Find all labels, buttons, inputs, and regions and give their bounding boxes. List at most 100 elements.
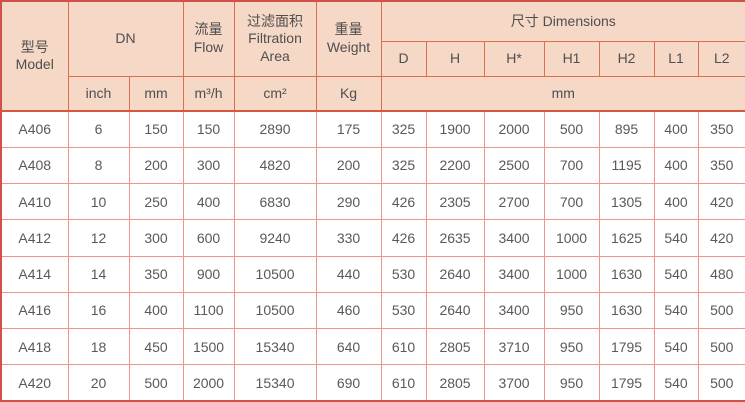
- value-cell: 1625: [598, 219, 655, 257]
- unit-filtration: cm²: [233, 75, 317, 112]
- value-cell: 600: [182, 219, 235, 257]
- header-dim-hstar: H*: [483, 40, 545, 77]
- value-cell: 500: [543, 110, 600, 148]
- value-cell: 1900: [425, 110, 485, 148]
- value-cell: 1500: [182, 327, 235, 366]
- table-row: A412 12 300 600 9240 330 426 2635 3400 1…: [0, 219, 745, 257]
- value-cell: 500: [697, 327, 745, 366]
- value-cell: 700: [543, 146, 600, 185]
- value-cell: 6: [67, 110, 130, 148]
- value-cell: 175: [315, 110, 382, 148]
- value-cell: 2700: [483, 182, 545, 221]
- value-cell: 10: [67, 182, 130, 221]
- value-cell: 200: [315, 146, 382, 185]
- value-cell: 2640: [425, 291, 485, 330]
- value-cell: 350: [697, 146, 745, 185]
- model-cell: A406: [0, 110, 69, 148]
- model-cell: A410: [0, 182, 69, 221]
- value-cell: 2200: [425, 146, 485, 185]
- value-cell: 2000: [483, 110, 545, 148]
- header-weight-en: Weight: [326, 38, 371, 55]
- value-cell: 150: [182, 110, 235, 148]
- value-cell: 540: [653, 255, 699, 293]
- header-dim-l2: L2: [697, 40, 745, 77]
- header-dimensions: 尺寸 Dimensions: [380, 0, 745, 42]
- value-cell: 450: [128, 327, 184, 366]
- value-cell: 16: [67, 291, 130, 330]
- value-cell: 950: [543, 327, 600, 366]
- header-flow: 流量 Flow: [182, 0, 235, 77]
- value-cell: 440: [315, 255, 382, 293]
- header-dim-h: H: [425, 40, 485, 77]
- value-cell: 10500: [233, 255, 317, 293]
- value-cell: 1305: [598, 182, 655, 221]
- value-cell: 400: [653, 182, 699, 221]
- header-dn: DN: [67, 0, 184, 77]
- value-cell: 480: [697, 255, 745, 293]
- header-filtration-en2: Area: [260, 47, 290, 64]
- value-cell: 3400: [483, 255, 545, 293]
- value-cell: 15340: [233, 327, 317, 366]
- header-flow-en: Flow: [193, 38, 224, 55]
- value-cell: 2805: [425, 327, 485, 366]
- value-cell: 15340: [233, 364, 317, 402]
- value-cell: 150: [128, 110, 184, 148]
- value-cell: 900: [182, 255, 235, 293]
- value-cell: 460: [315, 291, 382, 330]
- value-cell: 10500: [233, 291, 317, 330]
- value-cell: 3400: [483, 291, 545, 330]
- value-cell: 500: [697, 364, 745, 402]
- value-cell: 325: [380, 146, 427, 185]
- value-cell: 3700: [483, 364, 545, 402]
- value-cell: 300: [182, 146, 235, 185]
- header-filtration-en1: Filtration: [248, 30, 302, 46]
- table-row: A410 10 250 400 6830 290 426 2305 2700 7…: [0, 182, 745, 221]
- value-cell: 14: [67, 255, 130, 293]
- value-cell: 530: [380, 255, 427, 293]
- value-cell: 2640: [425, 255, 485, 293]
- table-header: 型号 Model DN 流量 Flow 过滤面积 Filtration Area…: [0, 0, 745, 112]
- value-cell: 1795: [598, 327, 655, 366]
- value-cell: 1100: [182, 291, 235, 330]
- unit-dn-inch: inch: [67, 75, 130, 112]
- model-cell: A420: [0, 364, 69, 402]
- value-cell: 1195: [598, 146, 655, 185]
- header-dim-l1: L1: [653, 40, 699, 77]
- value-cell: 18: [67, 327, 130, 366]
- table-row: A414 14 350 900 10500 440 530 2640 3400 …: [0, 255, 745, 293]
- value-cell: 350: [128, 255, 184, 293]
- value-cell: 950: [543, 364, 600, 402]
- value-cell: 1000: [543, 219, 600, 257]
- value-cell: 540: [653, 291, 699, 330]
- table-row: A408 8 200 300 4820 200 325 2200 2500 70…: [0, 146, 745, 185]
- unit-dn-mm: mm: [128, 75, 184, 112]
- value-cell: 640: [315, 327, 382, 366]
- value-cell: 500: [128, 364, 184, 402]
- value-cell: 530: [380, 291, 427, 330]
- value-cell: 950: [543, 291, 600, 330]
- table-row: A406 6 150 150 2890 175 325 1900 2000 50…: [0, 110, 745, 148]
- value-cell: 420: [697, 219, 745, 257]
- value-cell: 2000: [182, 364, 235, 402]
- header-weight: 重量 Weight: [315, 0, 382, 77]
- value-cell: 895: [598, 110, 655, 148]
- value-cell: 1630: [598, 291, 655, 330]
- header-dim-d: D: [380, 40, 427, 77]
- value-cell: 540: [653, 327, 699, 366]
- value-cell: 1795: [598, 364, 655, 402]
- value-cell: 330: [315, 219, 382, 257]
- value-cell: 6830: [233, 182, 317, 221]
- value-cell: 250: [128, 182, 184, 221]
- value-cell: 3400: [483, 219, 545, 257]
- value-cell: 9240: [233, 219, 317, 257]
- value-cell: 2500: [483, 146, 545, 185]
- value-cell: 610: [380, 327, 427, 366]
- value-cell: 2305: [425, 182, 485, 221]
- unit-weight: Kg: [315, 75, 382, 112]
- table-row: A416 16 400 1100 10500 460 530 2640 3400…: [0, 291, 745, 330]
- model-cell: A414: [0, 255, 69, 293]
- value-cell: 700: [543, 182, 600, 221]
- value-cell: 1000: [543, 255, 600, 293]
- value-cell: 420: [697, 182, 745, 221]
